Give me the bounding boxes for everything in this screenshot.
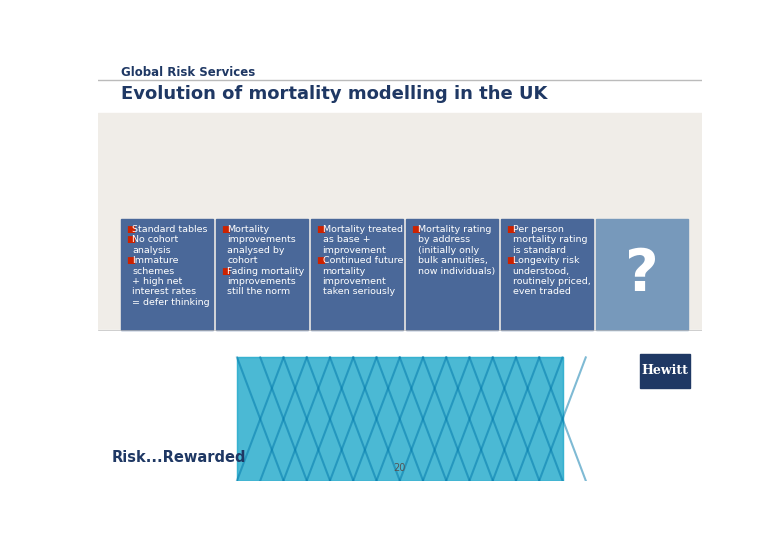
Bar: [596, 219, 688, 330]
Text: (initially only: (initially only: [417, 246, 479, 255]
Text: 20: 20: [394, 463, 406, 473]
Text: ■: ■: [126, 256, 135, 265]
Bar: [406, 219, 498, 330]
Text: Risk...Rewarded: Risk...Rewarded: [112, 450, 246, 465]
Bar: [501, 219, 593, 330]
Text: Global Risk Services: Global Risk Services: [121, 66, 255, 79]
Text: mortality rating: mortality rating: [512, 235, 587, 245]
Text: improvement: improvement: [322, 246, 386, 255]
Text: ■: ■: [506, 256, 516, 265]
Text: routinely priced,: routinely priced,: [512, 277, 590, 286]
Bar: [121, 219, 213, 330]
Text: analysis: analysis: [133, 246, 171, 255]
Text: Standard tables: Standard tables: [133, 225, 208, 234]
Text: schemes: schemes: [133, 267, 175, 275]
Text: + high net: + high net: [133, 277, 183, 286]
Bar: [237, 357, 562, 481]
Text: taken seriously: taken seriously: [322, 287, 395, 296]
Text: Hewitt: Hewitt: [642, 364, 689, 377]
Text: ■: ■: [317, 225, 325, 234]
Bar: [98, 330, 702, 481]
Text: even traded: even traded: [512, 287, 570, 296]
Text: Fading mortality: Fading mortality: [228, 267, 305, 275]
Bar: [98, 65, 702, 80]
Text: interest rates: interest rates: [133, 287, 197, 296]
Text: ■: ■: [317, 256, 325, 265]
Text: ■: ■: [411, 225, 420, 234]
Text: ?: ?: [626, 246, 659, 303]
Text: Evolution of mortality modelling in the UK: Evolution of mortality modelling in the …: [121, 85, 547, 103]
Text: improvements: improvements: [228, 277, 296, 286]
Text: now individuals): now individuals): [417, 267, 495, 275]
Bar: [237, 357, 562, 481]
Text: Mortality: Mortality: [228, 225, 270, 234]
Text: improvement: improvement: [322, 277, 386, 286]
Text: ■: ■: [126, 235, 135, 245]
Bar: [311, 219, 402, 330]
Text: ■: ■: [222, 225, 230, 234]
Text: by address: by address: [417, 235, 470, 245]
Text: Mortality treated: Mortality treated: [322, 225, 402, 234]
Text: Longevity risk: Longevity risk: [512, 256, 579, 265]
Text: is standard: is standard: [512, 246, 566, 255]
Text: ■: ■: [126, 225, 135, 234]
Text: No cohort: No cohort: [133, 235, 179, 245]
Text: Mortality rating: Mortality rating: [417, 225, 491, 234]
Text: Per person: Per person: [512, 225, 563, 234]
Bar: [98, 112, 702, 330]
Bar: [640, 354, 690, 388]
Text: ■: ■: [222, 267, 230, 275]
Text: still the norm: still the norm: [228, 287, 291, 296]
Text: mortality: mortality: [322, 267, 366, 275]
Text: bulk annuities,: bulk annuities,: [417, 256, 488, 265]
Text: understood,: understood,: [512, 267, 569, 275]
Text: improvements: improvements: [228, 235, 296, 245]
Text: ■: ■: [506, 225, 516, 234]
Text: Continued future: Continued future: [322, 256, 403, 265]
Text: Immature: Immature: [133, 256, 179, 265]
Text: cohort: cohort: [228, 256, 258, 265]
Text: as base +: as base +: [322, 235, 370, 245]
Text: analysed by: analysed by: [228, 246, 285, 255]
Text: = defer thinking: = defer thinking: [133, 298, 210, 307]
Bar: [216, 219, 308, 330]
